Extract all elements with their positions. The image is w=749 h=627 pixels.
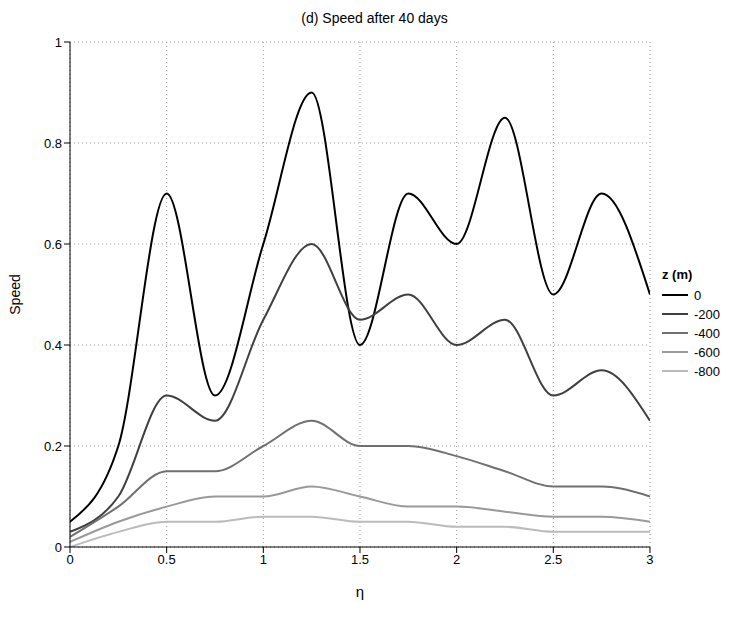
svg-text:0: 0 [55, 540, 62, 555]
svg-text:1.5: 1.5 [351, 552, 369, 567]
svg-text:0.5: 0.5 [158, 552, 176, 567]
html-text:(d) Speed after 40 days: (d) Speed after 40 days [301, 10, 448, 26]
html-text:0: 0 [694, 287, 702, 303]
svg-text:0.6: 0.6 [44, 237, 62, 252]
svg-text:1: 1 [55, 35, 62, 50]
svg-text:3: 3 [646, 552, 653, 567]
svg-text:2: 2 [453, 552, 460, 567]
svg-text:2.5: 2.5 [544, 552, 562, 567]
svg-text:1: 1 [260, 552, 267, 567]
html-text:-800: -800 [694, 363, 720, 379]
html-text:-600: -600 [694, 344, 720, 360]
svg-text:η: η [356, 583, 364, 600]
html-text:-400: -400 [694, 325, 720, 341]
svg-text:0.2: 0.2 [44, 439, 62, 454]
svg-text:0.4: 0.4 [44, 338, 62, 353]
svg-text:0: 0 [66, 552, 73, 567]
svg-text:Speed: Speed [7, 274, 23, 314]
html-text:z (m): z (m) [662, 266, 693, 282]
svg-text:0.8: 0.8 [44, 136, 62, 151]
html-text:-200: -200 [694, 306, 720, 322]
